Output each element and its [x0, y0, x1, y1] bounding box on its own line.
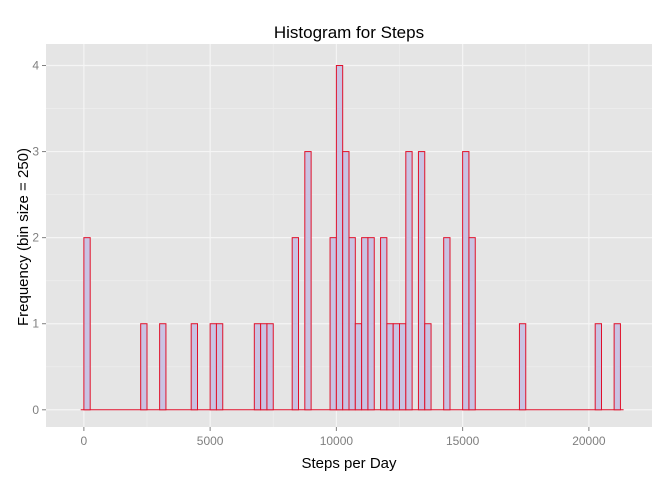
histogram-bar: [443, 237, 451, 411]
histogram-bar: [159, 323, 167, 411]
histogram-bar: [518, 323, 527, 411]
histogram-bar: [386, 323, 394, 411]
histogram-bar: [190, 323, 198, 411]
x-tick-label: 20000: [572, 434, 606, 448]
histogram-bar: [399, 323, 407, 411]
x-tick-label: 5000: [197, 434, 224, 448]
histogram-bar: [613, 323, 621, 411]
x-axis-ticks: 0 5000 10000 15000 20000: [81, 427, 606, 448]
x-tick-label: 10000: [320, 434, 354, 448]
histogram-bar: [140, 323, 148, 411]
histogram-bar: [329, 237, 337, 411]
y-axis-ticks: 0 1 2 3 4: [32, 59, 46, 417]
histogram-bar: [260, 323, 268, 411]
y-tick-label: 3: [32, 145, 39, 159]
histogram-bar: [361, 237, 369, 411]
chart-title: Histogram for Steps: [274, 23, 424, 42]
y-axis-label: Frequency (bin size = 250): [15, 148, 32, 326]
histogram-bars: [80, 65, 624, 411]
histogram-bar: [462, 151, 470, 411]
histogram-bar: [348, 237, 356, 411]
x-tick-label: 0: [81, 434, 88, 448]
y-tick-label: 1: [32, 317, 39, 331]
histogram-bar: [304, 151, 312, 411]
histogram-bar: [342, 151, 350, 411]
histogram-bar: [83, 237, 91, 411]
histogram-bar: [594, 323, 602, 411]
y-tick-label: 2: [32, 231, 39, 245]
y-tick-label: 0: [32, 403, 39, 417]
x-axis-label: Steps per Day: [301, 455, 397, 472]
y-tick-label: 4: [32, 59, 39, 73]
histogram-bar: [405, 151, 413, 411]
histogram-bar: [335, 65, 344, 411]
histogram-bar: [380, 237, 388, 411]
histogram-bar: [354, 323, 363, 411]
histogram-bar: [367, 237, 375, 411]
histogram-bar: [417, 151, 426, 411]
histogram-bar: [392, 323, 400, 411]
x-tick-label: 15000: [446, 434, 480, 448]
histogram-bar: [468, 237, 476, 411]
histogram-bar: [209, 323, 217, 411]
histogram-bar: [424, 323, 432, 411]
histogram-bar: [253, 323, 262, 411]
histogram-bar: [215, 323, 224, 411]
histogram-bar: [291, 237, 299, 411]
histogram-bar: [266, 323, 274, 411]
